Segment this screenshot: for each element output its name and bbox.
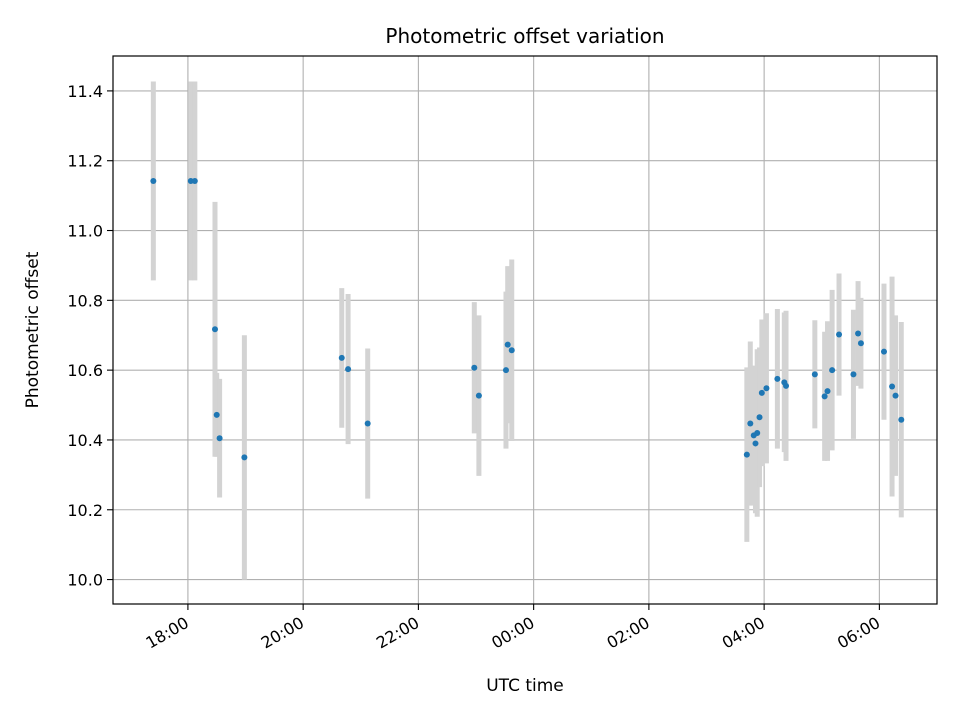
y-tick-label: 11.0: [67, 222, 103, 241]
data-point: [338, 354, 345, 361]
data-point: [216, 435, 223, 442]
y-ticks: 10.0 10.2 10.4 10.6 10.8 11.0 11.2 11.4: [67, 82, 113, 590]
y-axis-label: Photometric offset: [23, 251, 43, 408]
data-point: [241, 454, 248, 461]
data-point: [752, 440, 759, 447]
data-point: [880, 348, 887, 355]
x-axis-label: UTC time: [486, 676, 564, 696]
data-point: [774, 375, 781, 382]
y-tick-label: 10.4: [67, 431, 103, 450]
y-tick-label: 10.8: [67, 291, 103, 310]
data-point: [892, 392, 899, 399]
y-tick-label: 10.2: [67, 501, 103, 520]
points: [150, 177, 905, 461]
data-point: [898, 416, 905, 423]
data-point: [364, 420, 371, 427]
data-point: [850, 371, 857, 378]
data-point: [475, 392, 482, 399]
data-point: [150, 177, 157, 184]
chart-title: Photometric offset variation: [385, 24, 664, 48]
data-point: [758, 389, 765, 396]
data-point: [836, 331, 843, 338]
data-point: [763, 385, 770, 392]
data-point: [743, 451, 750, 458]
data-point: [783, 382, 790, 389]
data-point: [502, 367, 509, 374]
plot-frame: [112, 55, 938, 605]
data-point: [857, 340, 864, 347]
data-point: [829, 367, 836, 374]
y-tick-label: 10.0: [67, 571, 103, 590]
data-point: [821, 393, 828, 400]
data-point: [213, 411, 220, 418]
y-tick-label: 11.2: [67, 152, 103, 171]
data-point: [889, 383, 896, 390]
data-point: [855, 330, 862, 337]
data-point: [747, 420, 754, 427]
data-point: [756, 414, 763, 421]
grid: [113, 56, 937, 604]
data-point: [508, 347, 515, 354]
y-tick-label: 11.4: [67, 82, 103, 101]
data-point: [504, 341, 511, 348]
y-tick-label: 10.6: [67, 361, 103, 380]
data-point: [754, 429, 761, 436]
data-point: [471, 364, 478, 371]
data-point: [811, 371, 818, 378]
data-point: [211, 326, 218, 333]
data-point: [191, 177, 198, 184]
data-point: [824, 388, 831, 395]
data-point: [345, 366, 352, 373]
